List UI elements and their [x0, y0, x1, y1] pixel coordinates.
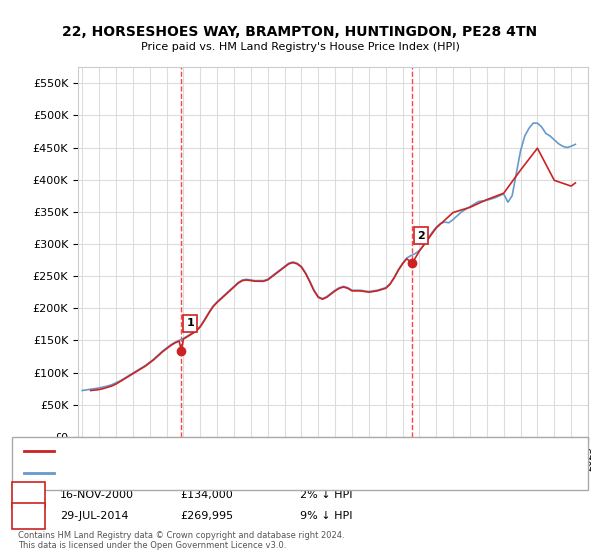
- Text: 16-NOV-2000: 16-NOV-2000: [60, 490, 134, 500]
- Text: 9% ↓ HPI: 9% ↓ HPI: [300, 511, 353, 521]
- Text: 22, HORSESHOES WAY, BRAMPTON, HUNTINGDON, PE28 4TN: 22, HORSESHOES WAY, BRAMPTON, HUNTINGDON…: [62, 25, 538, 39]
- Text: 29-JUL-2014: 29-JUL-2014: [60, 511, 128, 521]
- Text: £134,000: £134,000: [180, 490, 233, 500]
- Text: Price paid vs. HM Land Registry's House Price Index (HPI): Price paid vs. HM Land Registry's House …: [140, 42, 460, 52]
- Text: 2% ↓ HPI: 2% ↓ HPI: [300, 490, 353, 500]
- Text: 2: 2: [417, 231, 425, 241]
- Text: Contains HM Land Registry data © Crown copyright and database right 2024.
This d: Contains HM Land Registry data © Crown c…: [18, 531, 344, 550]
- Text: £269,995: £269,995: [180, 511, 233, 521]
- Text: 1: 1: [25, 490, 32, 500]
- Text: 1: 1: [187, 318, 194, 328]
- Text: HPI: Average price, detached house, Huntingdonshire: HPI: Average price, detached house, Hunt…: [60, 469, 302, 478]
- Text: 2: 2: [25, 511, 32, 521]
- Text: 22, HORSESHOES WAY, BRAMPTON, HUNTINGDON, PE28 4TN (detached house): 22, HORSESHOES WAY, BRAMPTON, HUNTINGDON…: [60, 446, 416, 455]
